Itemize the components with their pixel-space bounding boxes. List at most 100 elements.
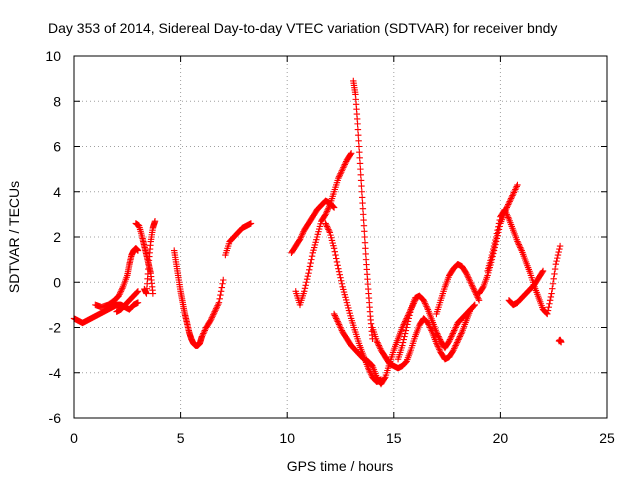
data-point (479, 284, 486, 292)
data-point (210, 311, 217, 318)
data-point (336, 171, 343, 179)
data-point (502, 209, 510, 217)
data-point (322, 220, 329, 227)
data-point (554, 251, 562, 259)
data-point (402, 327, 410, 334)
data-point (215, 299, 223, 306)
data-points (70, 77, 565, 388)
data-point (556, 245, 563, 253)
data-point (404, 321, 411, 328)
data-point (325, 227, 333, 235)
data-point (505, 199, 513, 207)
data-point (338, 325, 345, 333)
data-point (513, 183, 520, 190)
data-point (471, 288, 479, 295)
data-point (332, 251, 339, 259)
data-point (453, 340, 460, 348)
data-point (357, 165, 364, 173)
data-point (517, 244, 524, 251)
data-point (451, 345, 458, 352)
data-point (507, 195, 515, 202)
data-point (134, 247, 142, 254)
data-point (325, 205, 332, 212)
data-point (458, 330, 465, 337)
data-point (539, 268, 546, 276)
data-point (361, 228, 368, 235)
data-point (335, 268, 343, 275)
data-point (470, 303, 477, 310)
data-point (151, 217, 159, 225)
data-point (301, 285, 309, 292)
data-point (401, 330, 409, 337)
data-point (548, 290, 555, 297)
data-point (475, 295, 482, 303)
data-point (219, 280, 226, 287)
data-point (509, 192, 516, 199)
data-point (115, 292, 122, 300)
data-point (544, 310, 551, 318)
data-point (335, 321, 343, 328)
data-point (299, 230, 307, 237)
data-point (546, 300, 553, 307)
data-point (455, 334, 463, 342)
data-point (367, 361, 375, 368)
data-point (454, 337, 461, 345)
data-point (359, 199, 366, 207)
data-point (433, 328, 440, 336)
data-point (296, 236, 304, 243)
y-tick-label: 6 (53, 139, 61, 155)
data-point (302, 282, 309, 289)
data-point (435, 333, 442, 340)
data-point (373, 337, 380, 345)
data-point (306, 263, 314, 270)
x-tick-labels: 0 5 10 15 20 25 (70, 430, 615, 446)
data-point (517, 245, 525, 253)
data-point (515, 241, 523, 248)
x-axis-label: GPS time / hours (287, 458, 394, 474)
data-point (361, 239, 369, 246)
data-point (325, 226, 332, 233)
data-point (504, 202, 511, 210)
data-point (400, 336, 407, 343)
data-point (549, 280, 557, 287)
data-point (330, 245, 338, 252)
data-point (426, 324, 434, 331)
data-point (507, 196, 514, 204)
data-point (355, 143, 363, 150)
data-point (447, 334, 454, 342)
data-point (399, 339, 407, 346)
data-point (546, 297, 554, 304)
data-point (335, 174, 342, 182)
data-point (330, 204, 338, 211)
y-tick-label: 10 (45, 48, 61, 64)
data-point (361, 233, 368, 241)
data-point (210, 309, 218, 317)
data-point (451, 327, 458, 334)
data-point (465, 274, 472, 281)
y-axis-label: SDTVAR / TECUs (6, 181, 22, 293)
data-point (405, 315, 412, 322)
x-tick-label: 25 (599, 430, 615, 446)
data-point (553, 257, 560, 265)
data-point (149, 290, 157, 297)
data-point (511, 187, 518, 195)
data-point (133, 289, 140, 297)
data-point (401, 359, 409, 367)
data-point (335, 319, 342, 327)
data-point (212, 305, 220, 312)
data-point (323, 221, 330, 229)
data-point (401, 319, 408, 327)
data-point (455, 336, 462, 343)
data-point (207, 316, 215, 323)
data-point (333, 315, 340, 322)
data-point (335, 173, 343, 180)
data-point (457, 331, 464, 339)
data-point (514, 239, 522, 247)
data-point (216, 295, 223, 303)
data-point (333, 258, 341, 266)
data-point (424, 304, 431, 312)
data-point (470, 286, 478, 293)
data-point (212, 306, 219, 314)
data-point (496, 216, 503, 224)
data-point (213, 303, 221, 311)
